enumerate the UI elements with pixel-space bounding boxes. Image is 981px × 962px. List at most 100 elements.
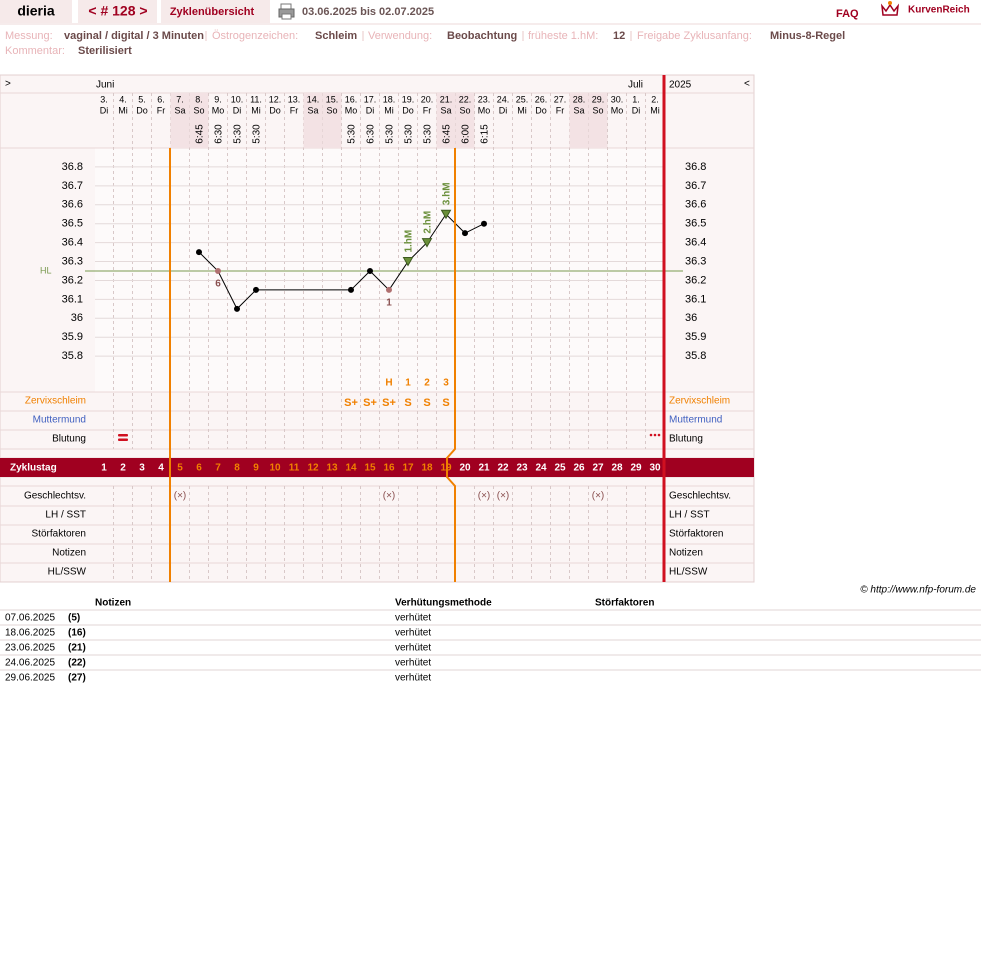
- month-label: Juni: [96, 80, 114, 91]
- note-date: 18.06.2025: [5, 628, 55, 639]
- y-tick-label: 35.8: [685, 350, 706, 362]
- nav-next[interactable]: <: [744, 79, 750, 90]
- cycle-day: 21: [478, 463, 490, 474]
- mucus: S: [404, 397, 411, 409]
- weekday-label: Di: [632, 105, 641, 115]
- time-label: 5:30: [347, 124, 358, 144]
- notes-header: Verhütungsmethode: [395, 598, 492, 609]
- excluded-point: [215, 268, 221, 274]
- cycle-day-title: Zyklustag: [10, 463, 57, 474]
- cycle-day: 15: [364, 463, 376, 474]
- weekday-label: Mo: [212, 105, 225, 115]
- mucus: S+: [344, 397, 358, 409]
- nav-prev[interactable]: >: [5, 79, 11, 90]
- info-label: Kommentar:: [5, 45, 65, 57]
- weekday-label: So: [193, 105, 204, 115]
- time-label: 5:30: [252, 124, 263, 144]
- note-day: (16): [68, 628, 86, 639]
- cycle-day: 22: [497, 463, 509, 474]
- cycle-day: 8: [234, 463, 240, 474]
- date-label: 16.: [345, 94, 358, 104]
- cycle-nav[interactable]: < # 128 >: [88, 3, 147, 19]
- row-label: LH / SST: [45, 510, 86, 521]
- weekday-label: Mo: [611, 105, 624, 115]
- row-label: Blutung: [669, 434, 703, 445]
- cycle-day: 12: [307, 463, 319, 474]
- weekday-label: So: [459, 105, 470, 115]
- row-label: LH / SST: [669, 510, 710, 521]
- weekday-label: Fr: [157, 105, 166, 115]
- point-label: 6: [215, 279, 221, 290]
- date-label: 11.: [250, 94, 262, 104]
- y-tick-label: 36.3: [685, 255, 706, 267]
- cycle-day-bar: [0, 458, 754, 477]
- y-tick-label: 36.3: [62, 255, 83, 267]
- mucus: S+: [382, 397, 396, 409]
- weekend-shade: [588, 93, 608, 148]
- printer-icon[interactable]: [278, 3, 295, 20]
- date-label: 6.: [157, 94, 165, 104]
- cycle-box[interactable]: [78, 0, 157, 23]
- weekday-label: Fr: [556, 105, 565, 115]
- info-value: Minus-8-Regel: [770, 30, 845, 42]
- note-method: verhütet: [395, 673, 431, 684]
- weekday-label: Mi: [251, 105, 261, 115]
- weekday-label: Do: [402, 105, 414, 115]
- y-tick-label: 36.5: [62, 218, 83, 230]
- info-value: vaginal / digital / 3 Minuten: [64, 30, 204, 42]
- info-label: Freigabe Zyklusanfang:: [637, 30, 752, 42]
- cycle-day: 30: [649, 463, 661, 474]
- note-method: verhütet: [395, 628, 431, 639]
- overview-box[interactable]: [161, 0, 270, 23]
- date-label: 20.: [421, 94, 434, 104]
- row-label: Zervixschleim: [25, 396, 86, 407]
- cycle-day: 3: [139, 463, 145, 474]
- cycle-day: 9: [253, 463, 259, 474]
- y-tick-label: 36.2: [62, 274, 83, 286]
- temperature-point: [348, 286, 354, 293]
- time-label: 5:30: [385, 124, 396, 144]
- date-label: 2.: [651, 94, 659, 104]
- weekday-label: Mo: [345, 105, 358, 115]
- note-date: 07.06.2025: [5, 613, 55, 624]
- point-label: 1: [386, 298, 392, 309]
- cycle-day: 26: [573, 463, 585, 474]
- time-label: 5:30: [423, 124, 434, 144]
- weekday-label: So: [592, 105, 603, 115]
- temperature-point: [253, 286, 259, 293]
- date-label: 28.: [573, 94, 586, 104]
- copyright: © http://www.nfp-forum.de: [860, 585, 976, 596]
- note-day: (27): [68, 673, 86, 684]
- date-label: 8.: [195, 94, 203, 104]
- row-label: Störfaktoren: [32, 529, 86, 540]
- cycle-day: 25: [554, 463, 566, 474]
- weekend-shade: [170, 93, 190, 148]
- date-label: 30.: [611, 94, 624, 104]
- row-label: Notizen: [669, 548, 703, 559]
- weekday-label: Mi: [650, 105, 660, 115]
- weekday-label: Fr: [290, 105, 299, 115]
- y-tick-label: 36.1: [62, 293, 83, 305]
- faq-link[interactable]: FAQ: [836, 8, 859, 20]
- row-label: Muttermund: [669, 415, 722, 426]
- weekday-label: Di: [100, 105, 109, 115]
- y-tick-label: 36.4: [685, 237, 706, 249]
- year-label: 2025: [669, 80, 692, 91]
- time-label: 6:00: [461, 124, 472, 144]
- note-day: (22): [68, 658, 86, 669]
- date-label: 4.: [119, 94, 127, 104]
- shift-marker: [421, 238, 433, 248]
- y-tick-label: 36: [71, 312, 83, 324]
- overview-link[interactable]: Zyklenübersicht: [170, 6, 255, 18]
- weekend-shade: [322, 93, 342, 148]
- user-box: [0, 0, 72, 23]
- row-label: HL/SSW: [669, 567, 708, 578]
- y-tick-label: 35.8: [62, 350, 83, 362]
- note-method: verhütet: [395, 643, 431, 654]
- weekday-label: Mi: [517, 105, 527, 115]
- note-date: 29.06.2025: [5, 673, 55, 684]
- cycle-day: 29: [630, 463, 642, 474]
- intercourse: (×): [592, 491, 605, 502]
- weekend-shade: [455, 93, 475, 148]
